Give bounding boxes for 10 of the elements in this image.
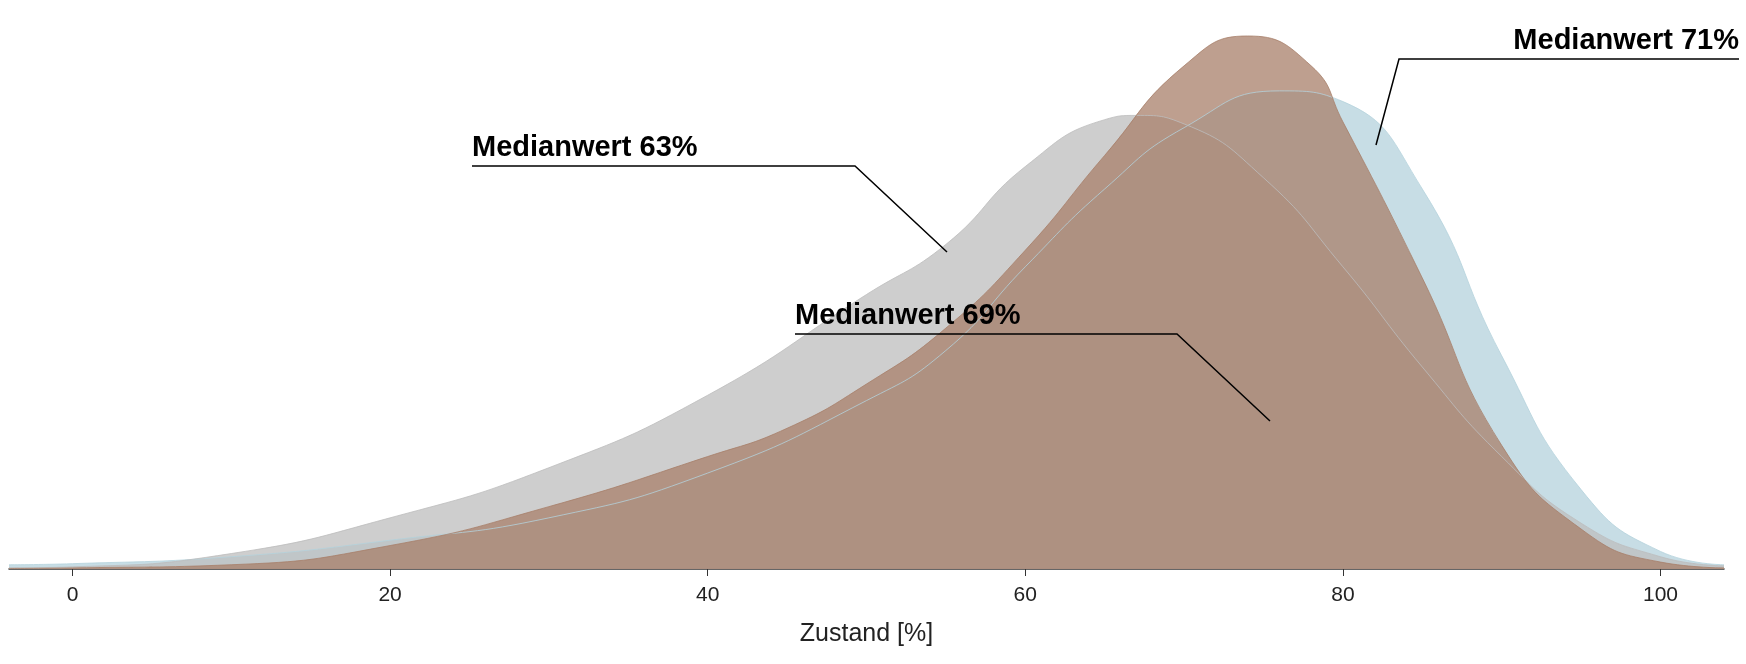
x-tick-label: 80 (1331, 582, 1355, 605)
x-tick-label: 60 (1013, 582, 1037, 605)
annotation: Medianwert 63% (472, 129, 698, 162)
annotation: Medianwert 71% (1513, 22, 1740, 55)
x-tick-label: 40 (696, 582, 720, 605)
x-tick-label: 0 (66, 582, 79, 605)
annotation: Medianwert 69% (795, 297, 1021, 330)
x-tick-label: 20 (378, 582, 402, 605)
x-tick-label: 100 (1642, 582, 1678, 605)
x-axis-title: Zustand [%] (799, 617, 934, 646)
